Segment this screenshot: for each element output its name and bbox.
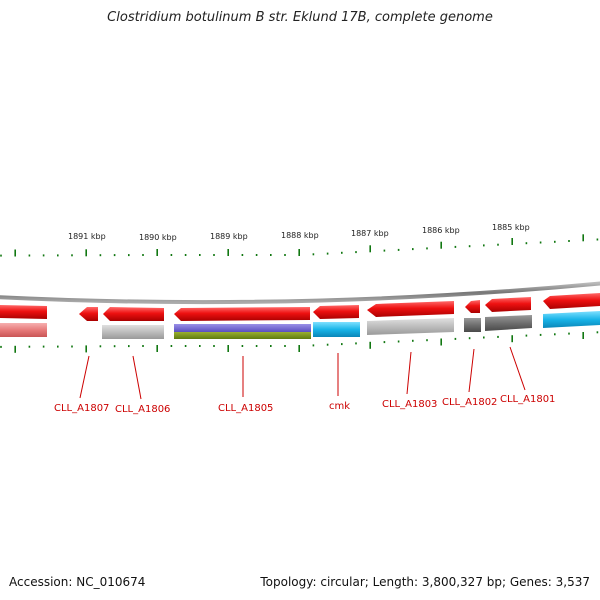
gene-label-cll-a1805: CLL_A1805 xyxy=(218,403,273,414)
kbp-label-1885: 1885 kbp xyxy=(492,223,530,232)
callout-line xyxy=(509,346,526,391)
gene-feature xyxy=(174,324,311,332)
gene-feature xyxy=(102,325,164,339)
gene-feature xyxy=(0,323,47,337)
cds-feature xyxy=(543,293,600,309)
cds-feature xyxy=(485,297,531,312)
genome-backbone xyxy=(0,281,600,305)
cds-feature xyxy=(367,301,454,317)
kbp-scale: 1891 kbp 1890 kbp 1889 kbp 1888 kbp 1887… xyxy=(68,223,530,242)
tick-ruler-top xyxy=(0,234,599,257)
gene-label-cll-a1807: CLL_A1807 xyxy=(54,403,109,414)
cds-feature xyxy=(465,300,480,313)
cds-feature xyxy=(313,305,359,319)
cds-feature xyxy=(79,307,98,321)
cds-feature xyxy=(103,307,164,321)
gene-track xyxy=(0,311,600,339)
cds-feature xyxy=(0,305,47,319)
callout-line xyxy=(79,355,90,399)
gene-callouts xyxy=(79,346,526,400)
cds-feature xyxy=(174,307,310,321)
kbp-label-1888: 1888 kbp xyxy=(281,231,319,240)
gene-labels: CLL_A1807 CLL_A1806 CLL_A1805 cmk CLL_A1… xyxy=(54,394,555,415)
cds-track xyxy=(0,293,600,321)
callout-line xyxy=(468,348,475,393)
gene-feature xyxy=(485,315,532,331)
gene-feature xyxy=(543,311,600,328)
callout-line xyxy=(406,351,412,395)
gene-label-cll-a1801: CLL_A1801 xyxy=(500,394,555,405)
kbp-label-1887: 1887 kbp xyxy=(351,229,389,238)
kbp-label-1891: 1891 kbp xyxy=(68,232,106,241)
gene-label-cll-a1802: CLL_A1802 xyxy=(442,397,497,408)
accession-text: Accession: NC_010674 xyxy=(9,575,146,589)
gene-label-cll-a1806: CLL_A1806 xyxy=(115,404,170,415)
gene-label-cmk: cmk xyxy=(329,401,350,412)
callout-line xyxy=(132,355,142,400)
gene-feature xyxy=(367,318,454,335)
genome-summary-text: Topology: circular; Length: 3,800,327 bp… xyxy=(260,575,590,589)
gene-feature xyxy=(313,322,360,337)
kbp-label-1886: 1886 kbp xyxy=(422,226,460,235)
kbp-label-1890: 1890 kbp xyxy=(139,233,177,242)
gene-label-cll-a1803: CLL_A1803 xyxy=(382,399,437,410)
map-title: Clostridium botulinum B str. Eklund 17B,… xyxy=(107,10,493,25)
tick-ruler-bottom xyxy=(0,331,599,353)
gene-feature xyxy=(464,318,481,332)
gene-feature xyxy=(174,332,311,339)
kbp-label-1889: 1889 kbp xyxy=(210,232,248,241)
